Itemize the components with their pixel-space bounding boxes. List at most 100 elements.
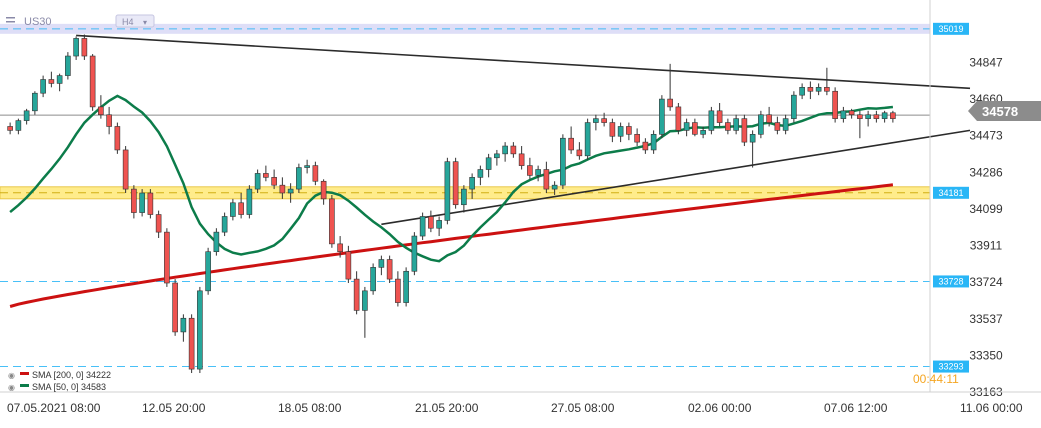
price-axis-tick: 34099 (969, 202, 1003, 216)
bearish-candle (279, 184, 286, 194)
bullish-candle (502, 145, 508, 155)
bullish-candle (791, 94, 797, 119)
bullish-candle (403, 270, 409, 303)
bearish-candle (642, 141, 649, 151)
bearish-candle (518, 153, 525, 166)
bearish-candle (626, 126, 632, 135)
legend-sma50[interactable]: ◉ SMA [50, 0] 34583 (8, 382, 106, 392)
bullish-candle (799, 87, 805, 96)
bullish-candle (617, 126, 624, 137)
bearish-candle (386, 259, 393, 280)
bearish-candle (527, 165, 533, 176)
bullish-candle (659, 98, 665, 135)
bullish-candle (197, 290, 203, 370)
bearish-candle (848, 110, 855, 116)
bearish-candle (164, 231, 170, 284)
bullish-candle (485, 157, 492, 170)
bearish-candle (337, 243, 343, 253)
sma200-swatch (20, 372, 29, 375)
bullish-candle (815, 87, 822, 92)
bullish-candle (683, 122, 690, 131)
resistance-zone (0, 23, 930, 34)
bearish-candle (857, 114, 863, 119)
bullish-candle (304, 165, 310, 168)
bearish-candle (238, 202, 244, 215)
bullish-candle (230, 202, 236, 217)
bearish-candle (428, 216, 434, 229)
bullish-candle (881, 112, 888, 119)
bearish-candle (601, 118, 607, 123)
bearish-candle (667, 98, 673, 108)
bullish-candle (213, 231, 220, 253)
eye-icon: ◉ (8, 371, 15, 380)
bullish-candle (584, 122, 591, 157)
bullish-candle (370, 267, 376, 292)
bearish-candle (890, 112, 896, 119)
level-tag-33728 (933, 275, 969, 288)
timeframe-label: H4 (122, 17, 134, 27)
bearish-candle (725, 122, 731, 131)
time-axis-tick: 27.05 08:00 (551, 401, 615, 415)
bearish-candle (155, 214, 162, 233)
bearish-candle (675, 106, 682, 131)
price-axis-tick: 33911 (970, 239, 1003, 253)
time-axis-tick: 02.06 00:00 (688, 401, 752, 415)
bearish-candle (395, 278, 401, 303)
bearish-candle (106, 114, 112, 127)
bearish-candle (188, 317, 195, 370)
level-tag-text-33293: 33293 (938, 362, 963, 372)
legend-sma50-text: SMA [50, 0] 34583 (32, 382, 106, 392)
bearish-candle (807, 87, 814, 92)
time-axis-tick: 07.06 12:00 (824, 401, 888, 415)
price-axis-tick: 34847 (969, 55, 1003, 69)
bearish-candle (568, 137, 574, 151)
bullish-candle (469, 177, 475, 190)
bullish-candle (865, 114, 871, 119)
bullish-candle (287, 188, 294, 194)
bearish-candle (774, 122, 781, 131)
bearish-candle (263, 173, 269, 178)
bullish-candle (139, 192, 145, 213)
bullish-candle (733, 118, 739, 131)
bullish-candle (700, 130, 706, 135)
bearish-candle (452, 161, 459, 206)
candle-countdown: 00:44:11 (913, 372, 959, 386)
bullish-candle (411, 235, 418, 272)
bearish-candle (81, 38, 88, 57)
bullish-candle (180, 317, 187, 333)
price-axis-tick: 33350 (969, 348, 1003, 362)
bearish-candle (824, 87, 830, 92)
bullish-candle (477, 169, 484, 178)
bearish-candle (832, 90, 838, 119)
time-axis-tick: 11.06 00:00 (960, 401, 1023, 415)
legend-sma200[interactable]: ◉ SMA [200, 0] 34222 (8, 370, 111, 380)
bearish-candle (345, 251, 352, 280)
sma200-line (9, 183, 894, 308)
bearish-candle (172, 282, 178, 333)
bullish-candle (436, 220, 442, 229)
bullish-candle (749, 133, 756, 143)
level-tag-text-35019: 35019 (938, 24, 963, 34)
bullish-candle (362, 290, 368, 311)
price-axis-tick: 34473 (969, 129, 1003, 143)
time-axis-tick: 07.05.2021 08:00 (7, 401, 101, 415)
bullish-candle (378, 259, 385, 268)
bullish-candle (494, 153, 500, 159)
bearish-candle (312, 165, 319, 182)
bullish-candle (246, 188, 253, 215)
bearish-candle (692, 122, 698, 135)
bearish-candle (271, 177, 277, 186)
bullish-candle (593, 118, 599, 123)
bearish-candle (510, 145, 517, 155)
bearish-candle (576, 149, 583, 157)
bearish-candle (329, 198, 335, 245)
bearish-candle (131, 188, 137, 213)
timeframe-selector[interactable]: H4 ▾ (115, 14, 155, 28)
current-price-tag: 34578 (968, 101, 1041, 121)
chart-menu-icon[interactable] (6, 17, 15, 23)
bullish-candle (221, 216, 228, 233)
bullish-candle (73, 38, 79, 57)
bullish-candle (758, 114, 764, 135)
bullish-candle (32, 92, 38, 112)
